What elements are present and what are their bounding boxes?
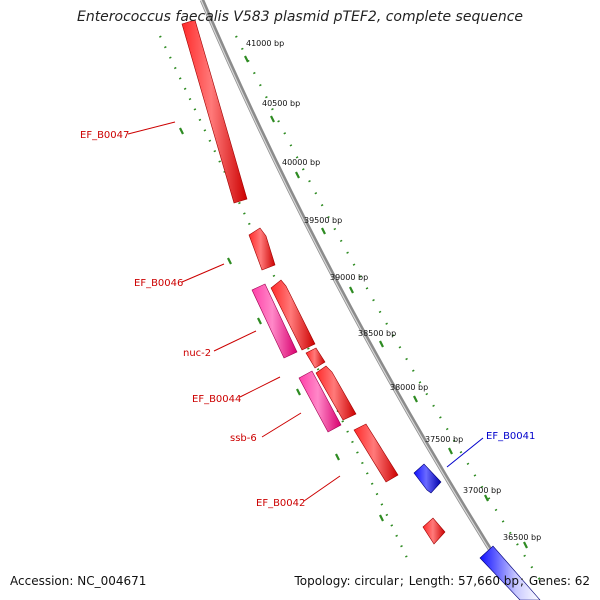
- plasmid-backbone: [199, 0, 524, 600]
- ruler-label-40000: 40000 bp: [282, 158, 320, 167]
- ruler-label-36500: 36500 bp: [503, 533, 541, 542]
- ruler-label-37000: 37000 bp: [463, 486, 501, 495]
- gene-EF_B0044-forward[interactable]: [305, 347, 326, 369]
- plasmid-backbone-highlight: [200, 0, 522, 600]
- gc-ring-inner: [159, 35, 409, 561]
- gene-small-red[interactable]: [422, 517, 446, 545]
- gene-label-leaders: [127, 121, 341, 502]
- gene-label-EF_B0044[interactable]: EF_B0044: [192, 394, 241, 405]
- gc-ticks-inner: [159, 35, 409, 561]
- other-genes: [251, 283, 342, 433]
- gene-EF_B0047[interactable]: [181, 19, 248, 204]
- accession-info: Accession: NC_004671: [10, 574, 146, 588]
- accession-label: Accession:: [10, 574, 74, 588]
- gene-nuc-2[interactable]: [251, 283, 298, 359]
- gene-EF_B0043[interactable]: [315, 365, 357, 421]
- topology-value: circular: [354, 574, 399, 588]
- gene-label-EF_B0041[interactable]: EF_B0041: [486, 431, 535, 442]
- ruler-label-39500: 39500 bp: [304, 216, 342, 225]
- ruler-labels: 41000 bp 40500 bp 40000 bp 39500 bp 3900…: [246, 39, 541, 542]
- gene-ssb-6[interactable]: [298, 370, 342, 433]
- ruler-label-40500: 40500 bp: [262, 99, 300, 108]
- gene-EF_B0046[interactable]: [248, 227, 276, 271]
- ruler-label-38500: 38500 bp: [358, 329, 396, 338]
- reverse-genes: [413, 463, 541, 600]
- gc-major-ticks: [179, 55, 528, 549]
- gene-label-ssb-6[interactable]: ssb-6: [230, 433, 257, 444]
- sequence-stats: Topology: circular; Length: 57,660 bp; G…: [294, 574, 590, 588]
- gene-label-nuc-2[interactable]: nuc-2: [183, 348, 211, 359]
- ruler-label-41000: 41000 bp: [246, 39, 284, 48]
- gene-label-EF_B0047[interactable]: EF_B0047: [80, 130, 129, 141]
- gene-label-EF_B0042[interactable]: EF_B0042: [256, 498, 305, 509]
- gene-EF_B0041[interactable]: [413, 463, 442, 494]
- topology-label: Topology:: [294, 574, 351, 588]
- gene-EF_B0040[interactable]: [479, 545, 541, 600]
- length-value: 57,660 bp: [458, 574, 520, 588]
- ruler-label-38000: 38000 bp: [390, 383, 428, 392]
- genes-value: 62: [574, 574, 590, 588]
- length-label: Length:: [408, 574, 455, 588]
- ruler-label-39000: 39000 bp: [330, 273, 368, 282]
- gene-label-leader-EF_B0041: [446, 437, 484, 468]
- forward-genes: [181, 19, 446, 545]
- accession-value: NC_004671: [77, 574, 147, 588]
- genes-label: Genes:: [528, 574, 571, 588]
- gene-labels: EF_B0047 EF_B0046 nuc-2 EF_B0044 ssb-6 E…: [80, 130, 535, 509]
- gene-EF_B0045[interactable]: [270, 279, 316, 351]
- map-title: Enterococcus faecalis V583 plasmid pTEF2…: [76, 9, 524, 25]
- gene-label-EF_B0046[interactable]: EF_B0046: [134, 278, 183, 289]
- ruler-label-37500: 37500 bp: [425, 435, 463, 444]
- gene-EF_B0042[interactable]: [353, 423, 399, 483]
